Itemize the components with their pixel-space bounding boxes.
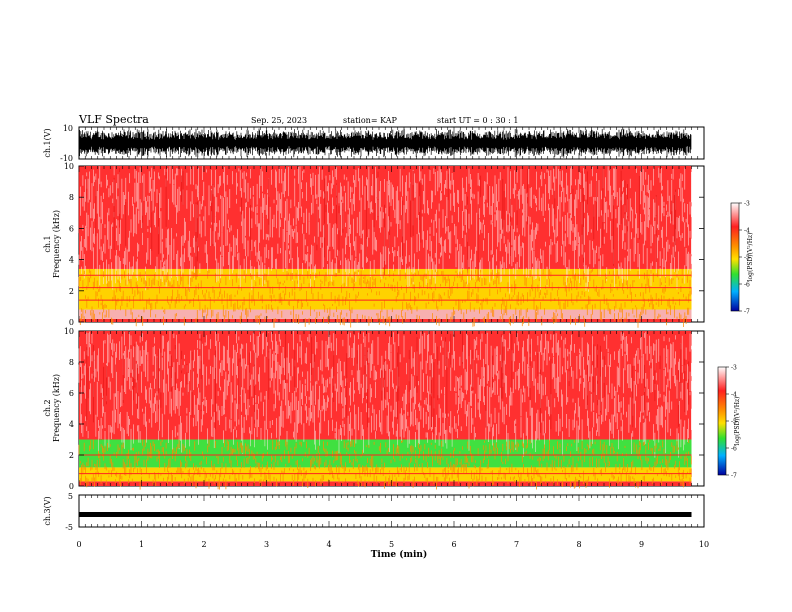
ch1-waveform-trace	[78, 128, 692, 158]
ch2-colorbar: log(PSD)(V²/Hz) -3 -4 -5 -6 -7	[717, 365, 741, 480]
ch1-waveform-ylabel: ch.1(V)	[43, 128, 52, 157]
xtick-label-7: 7	[514, 540, 519, 549]
ytick-label-3: 6	[69, 389, 74, 398]
station-label: station= KAP	[343, 116, 398, 125]
ytick-label-2: 4	[69, 256, 74, 265]
spectrum-band-3	[79, 331, 692, 440]
spectrum-band-1	[79, 467, 692, 482]
ch2-spectrogram-panel: 0 2 4 6 8 10 ch.2 Frequency (kHz) log(PSD)(V²…	[43, 327, 741, 491]
ytick-label-2: 4	[69, 420, 74, 429]
ytick-label-1: 2	[69, 451, 74, 460]
time-axis-label: Time (min)	[371, 549, 428, 560]
colorbar-tick-label-4: -7	[731, 473, 737, 480]
ytick-label-5: 10	[64, 162, 74, 171]
ch1-colorbar-label: log(PSD)(V²/Hz)	[747, 233, 754, 282]
ch1-spectrogram-ylabel-channel: ch.1	[43, 235, 52, 252]
spectrum-speckle-mid	[78, 439, 692, 490]
ch1-spectrogram-image	[78, 166, 692, 328]
spectrum-speckle-light	[78, 331, 692, 458]
ch2-spectrogram-ylabel-channel: ch.2	[43, 399, 52, 416]
waveform-line	[78, 128, 692, 158]
ch3-ytick-top: 5	[68, 492, 73, 501]
colorbar-tick-label-4: -7	[744, 309, 750, 316]
xtick-label-9: 9	[639, 540, 644, 549]
ch3-ytick-bottom: -5	[65, 523, 73, 532]
ch3-waveform-panel: 5 -5 ch.3(V)	[43, 492, 705, 532]
ch1-spectrogram-panel: 0 2 4 6 8 10 ch.1 Frequency (kHz) log(PSD)(V²…	[43, 162, 754, 328]
ch3-waveform-trace	[79, 512, 692, 517]
figure-title: VLF Spectra	[78, 113, 149, 126]
ch1-spectrogram-ylabel-frequency: Frequency (kHz)	[52, 210, 61, 278]
xtick-label-2: 2	[201, 540, 206, 549]
ytick-label-0: 0	[69, 482, 74, 491]
ch1-waveform-ticks	[78, 127, 705, 159]
colorbar-tick-label-2: -5	[731, 419, 737, 426]
ch3-waveform-ylabel: ch.3(V)	[43, 496, 52, 525]
spectrum-band-3	[79, 166, 692, 269]
xtick-label-4: 4	[326, 540, 331, 549]
xtick-label-5: 5	[389, 540, 394, 549]
ch1-spectrogram-ticks: 0 2 4 6 8 10	[64, 162, 705, 327]
start-time-label: start UT = 0 : 30 : 1	[437, 116, 518, 125]
ch2-spectrogram-ticks: 0 2 4 6 8 10	[64, 327, 705, 491]
ch3-waveform-ticks	[78, 495, 705, 527]
xtick-label-3: 3	[264, 540, 269, 549]
ytick-label-0: 0	[69, 318, 74, 327]
xtick-label-6: 6	[451, 540, 456, 549]
xtick-label-10: 10	[699, 540, 709, 549]
colorbar-tick-label-2: -5	[744, 255, 750, 262]
spectrum-band-1	[79, 309, 692, 319]
ch1-ytick-bottom: -10	[60, 154, 73, 163]
ytick-label-5: 10	[64, 327, 74, 336]
ch1-ytick-top: 10	[63, 124, 73, 133]
ytick-label-4: 8	[69, 193, 74, 202]
time-axis: 0 1 2 3 4 5 6 7 8 9 10	[76, 540, 709, 549]
ch1-colorbar: log(PSD)(V²/Hz) -3 -4 -5 -6 -7	[730, 201, 754, 316]
ytick-label-1: 2	[69, 287, 74, 296]
ch1-waveform-panel: 10 -10 ch.1(V)	[43, 124, 705, 163]
colorbar-tick-label-0: -3	[744, 201, 750, 208]
colorbar-tick-label-3: -6	[731, 446, 737, 453]
colorbar-tick-label-3: -6	[744, 282, 750, 289]
waveform-band	[79, 512, 692, 517]
spectrum-band-2	[79, 268, 692, 310]
ch2-spectrogram-ylabel-frequency: Frequency (kHz)	[52, 374, 61, 442]
xtick-label-0: 0	[76, 540, 81, 549]
xtick-label-1: 1	[139, 540, 144, 549]
ytick-label-3: 6	[69, 224, 74, 233]
colorbar-tick-label-1: -4	[731, 392, 737, 399]
xtick-label-8: 8	[576, 540, 581, 549]
spectrum-speckle-dark	[79, 331, 690, 434]
ytick-label-4: 8	[69, 358, 74, 367]
spectrum-band-2	[79, 439, 692, 468]
spectrum-speckle-dark	[78, 166, 677, 281]
ch2-colorbar-label: log(PSD)(V²/Hz)	[734, 397, 741, 446]
spectrum-speckle-mid	[78, 269, 692, 328]
colorbar-tick-label-0: -3	[731, 365, 737, 372]
colorbar-tick-label-1: -4	[744, 228, 750, 235]
ch2-spectrogram-image	[78, 331, 692, 490]
date-label: Sep. 25, 2023	[251, 116, 307, 125]
